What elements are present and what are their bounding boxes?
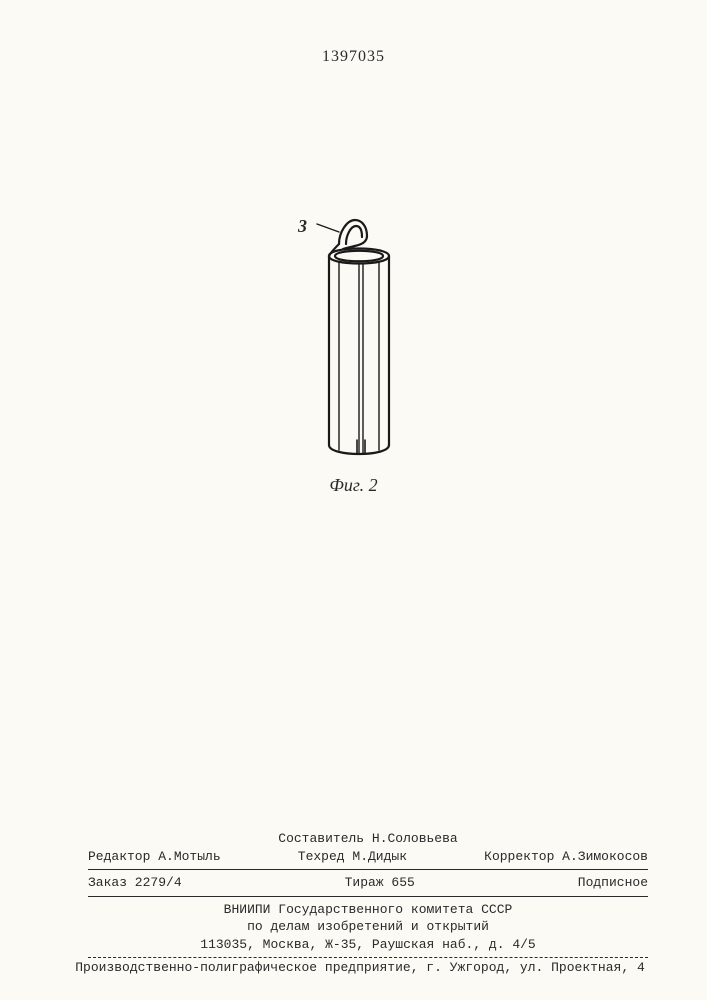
- divider: [88, 869, 648, 870]
- figure-caption: Фиг. 2: [0, 475, 707, 496]
- divider-dashed: [88, 957, 648, 958]
- org-line-3: 113035, Москва, Ж-35, Раушская наб., д. …: [88, 936, 648, 954]
- org-line-1: ВНИИПИ Государственного комитета СССР: [88, 901, 648, 919]
- credits-row: Редактор А.Мотыль Техред М.Дидык Коррект…: [88, 848, 648, 866]
- org-line-2: по делам изобретений и открытий: [88, 918, 648, 936]
- order-label: Заказ 2279/4: [88, 874, 182, 892]
- compiler-line: Составитель Н.Соловьева: [88, 830, 648, 848]
- footer-line: Производственно-полиграфическое предприя…: [60, 960, 660, 975]
- divider: [88, 896, 648, 897]
- order-row: Заказ 2279/4 Тираж 655 Подписное: [88, 874, 648, 892]
- podpisnoe-label: Подписное: [578, 874, 648, 892]
- figure-2: [0, 210, 707, 475]
- tirazh-label: Тираж 655: [345, 874, 415, 892]
- corrector-label: Корректор А.Зимокосов: [484, 848, 648, 866]
- editor-label: Редактор А.Мотыль: [88, 848, 221, 866]
- document-number: 1397035: [0, 48, 707, 66]
- cylinder-sleeve-drawing: [299, 210, 409, 470]
- imprint-block: Составитель Н.Соловьева Редактор А.Мотыл…: [88, 830, 648, 962]
- techred-label: Техред М.Дидык: [298, 848, 407, 866]
